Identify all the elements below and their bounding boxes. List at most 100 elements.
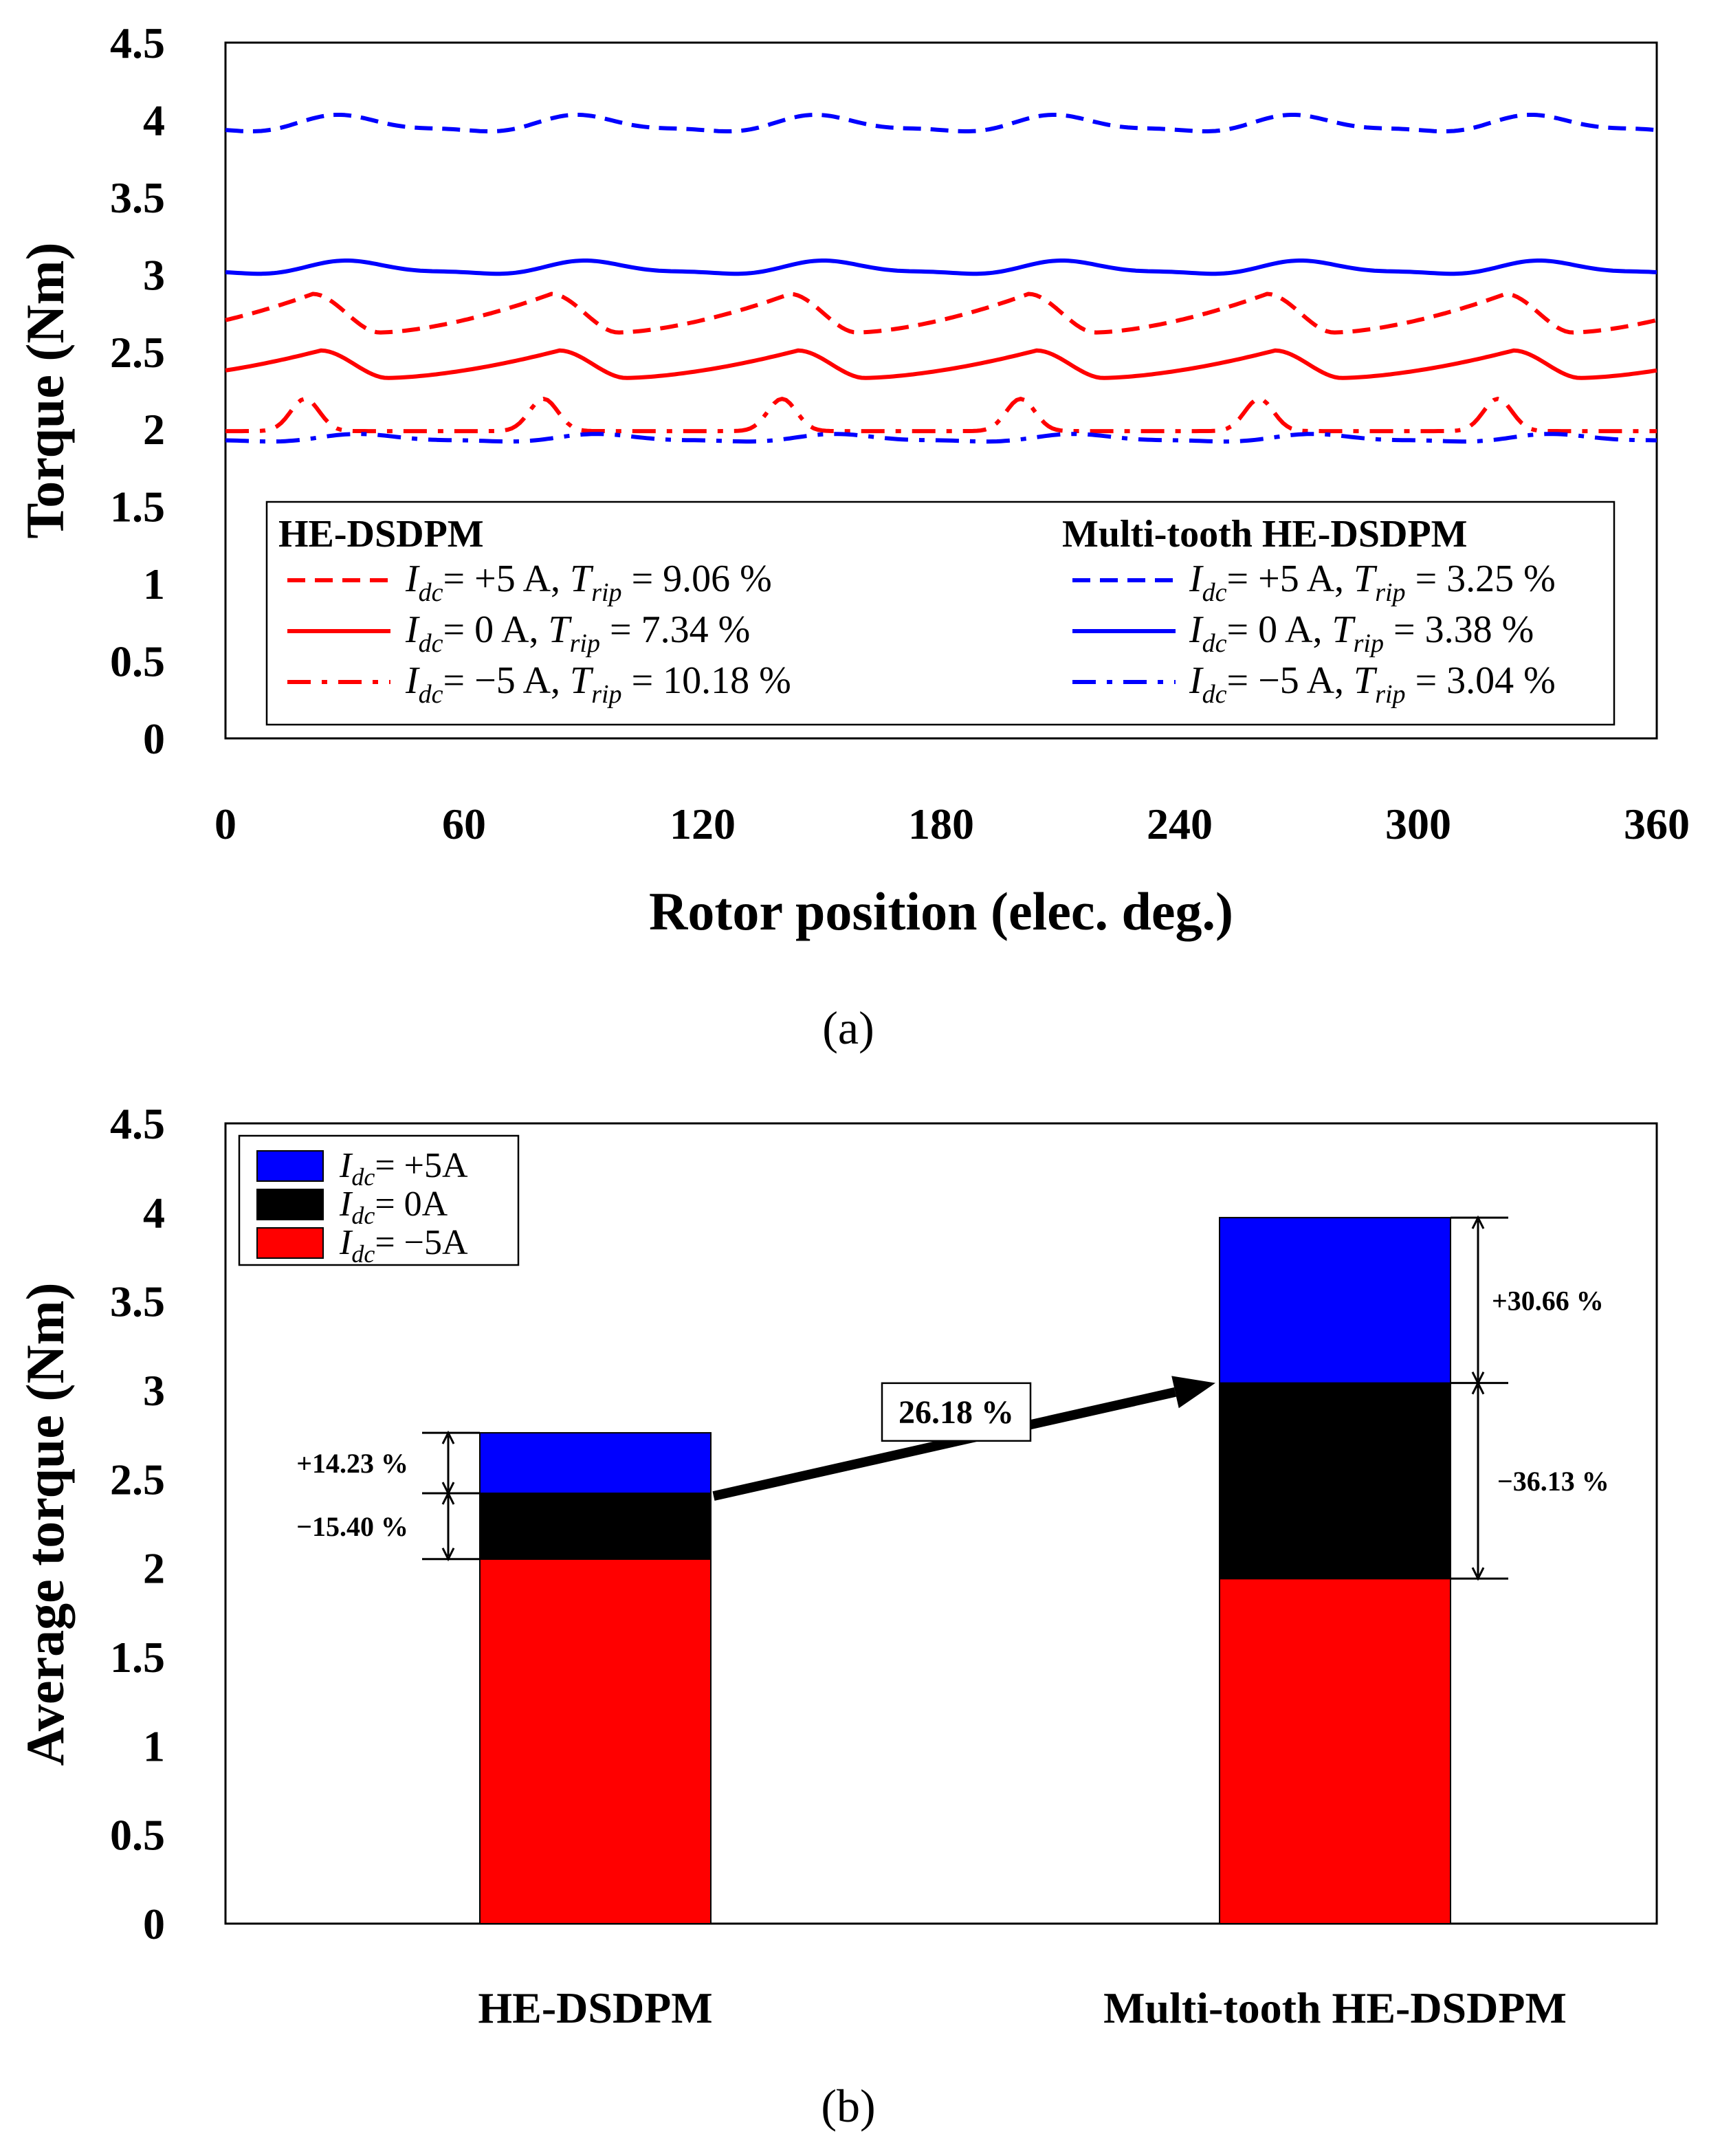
arrow-head (441, 1430, 455, 1444)
y-tick-label: 1.5 (110, 1633, 165, 1682)
legend-idc-symbol: I (1189, 608, 1204, 651)
annotation-mt-lower: −36.13 % (1497, 1466, 1609, 1497)
series-line (225, 258, 1657, 276)
x-tick-label: 60 (442, 800, 486, 848)
line-chart: 00.511.522.533.544.5 0 60 120 180 240 300 360 … (15, 19, 1690, 1054)
arrow-head (441, 1490, 455, 1505)
legend-trip-value: = 9.06 % (622, 558, 772, 600)
legend-idc-sub: dc (419, 629, 443, 658)
bar-segment (1219, 1382, 1451, 1580)
legend-idc-value: = +5 A, (443, 558, 571, 600)
legend-idc-value: = −5 A, (443, 659, 571, 702)
annotation-mt-upper: +30.66 % (1492, 1285, 1604, 1316)
y-tick-label: 1.5 (110, 483, 165, 531)
y-axis-title-a: Torque (Nm) (15, 242, 75, 538)
x-tick-label: 180 (908, 800, 974, 848)
annotation-he-lower: −15.40 % (296, 1511, 408, 1542)
legend-trip-symbol: T (570, 659, 594, 702)
legend-symbol: I (339, 1223, 353, 1262)
legend-value: = +5A (375, 1146, 468, 1185)
y-tick-label: 2.5 (110, 328, 165, 377)
y-tick-label: 0.5 (110, 1811, 165, 1860)
y-tick-label: 3.5 (110, 173, 165, 222)
legend-sub: dc (351, 1202, 375, 1229)
legend-idc-sub: dc (1202, 629, 1227, 658)
arrow-head (1471, 1567, 1485, 1581)
improvement-arrow-head (1171, 1376, 1215, 1409)
legend-trip-symbol: T (570, 558, 594, 600)
y-tick-label: 0.5 (110, 637, 165, 686)
legend-entry: Idc= −5 A, Trip = 3.04 % (1189, 659, 1556, 709)
series-line (225, 397, 1657, 434)
x-tick-label: 120 (670, 800, 736, 848)
annotation-he-upper: +14.23 % (296, 1448, 408, 1479)
y-tick-label: 4.5 (110, 1099, 165, 1148)
legend-entry: Idc= −5 A, Trip = 10.18 % (405, 659, 791, 709)
y-tick-label: 2 (143, 1544, 165, 1593)
series-lines-a (225, 113, 1657, 444)
legend-a: HE-DSDPM Multi-tooth HE-DSDPM Idc= +5 A,… (265, 500, 1616, 726)
series-line (225, 432, 1657, 444)
legend-trip-sub: rip (1375, 578, 1405, 607)
series-line (225, 348, 1657, 380)
category-label: HE-DSDPM (478, 1983, 712, 2032)
legend-idc-symbol: I (405, 659, 420, 702)
bar-segment (479, 1493, 712, 1560)
legend-sub: dc (351, 1240, 375, 1268)
legend-idc-symbol: I (1189, 659, 1204, 702)
legend-symbol: I (339, 1185, 353, 1224)
legend-idc-sub: dc (419, 680, 443, 709)
y-tick-label: 1 (143, 1722, 165, 1770)
y-tick-labels-b: 0 0.5 1 1.5 2 2.5 3 3.5 4 4.5 (110, 1099, 165, 1948)
x-tick-label: 240 (1147, 800, 1213, 848)
dimension-arrow (1471, 1380, 1485, 1581)
y-axis-title-b: Average torque (Nm) (15, 1282, 75, 1766)
y-tick-label: 0 (143, 714, 165, 763)
legend-trip-symbol: T (1354, 659, 1378, 702)
legend-trip-sub: rip (1354, 629, 1384, 658)
legend-trip-sub: rip (570, 629, 600, 658)
y-tick-label: 0 (143, 1900, 165, 1948)
legend-idc-symbol: I (1189, 558, 1204, 600)
series-line (225, 292, 1657, 335)
category-labels-b: HE-DSDPM Multi-tooth HE-DSDPM (478, 1983, 1567, 2032)
legend-box-a (265, 500, 1616, 726)
legend-trip-symbol: T (1354, 558, 1378, 600)
legend-trip-symbol: T (548, 608, 572, 651)
legend-entry: Idc= −5A (339, 1223, 468, 1268)
legend-idc-sub: dc (1202, 680, 1227, 709)
legend-symbol: I (339, 1146, 353, 1185)
bars-b (479, 1217, 1451, 1925)
legend-idc-sub: dc (419, 578, 443, 607)
improvement-label-box (881, 1382, 1032, 1442)
legend-title-right: Multi-tooth HE-DSDPM (1062, 513, 1468, 556)
legend-idc-value: = 0 A, (443, 608, 549, 651)
improvement-label: 26.18 % (898, 1394, 1014, 1431)
x-tick-label: 300 (1385, 800, 1451, 848)
y-tick-label: 2.5 (110, 1455, 165, 1504)
improvement-arrow (712, 1387, 1177, 1501)
legend-entry: Idc= +5A (339, 1146, 468, 1191)
legend-trip-value: = 10.18 % (622, 659, 791, 702)
bar-segment (1219, 1217, 1451, 1384)
y-tick-label: 1 (143, 560, 165, 608)
caption-b: (b) (821, 2080, 875, 2132)
y-tick-label: 2 (143, 405, 165, 454)
y-tick-label: 4 (143, 1188, 165, 1237)
caption-a: (a) (822, 1002, 874, 1054)
legend-idc-value: = +5 A, (1227, 558, 1354, 600)
bar-chart: 0 0.5 1 1.5 2 2.5 3 3.5 4 4.5 HE-DSDPM Multi-tooth… (15, 1099, 1658, 2132)
y-tick-label: 3 (143, 1366, 165, 1415)
legend-entry: Idc= 0 A, Trip = 7.34 % (405, 608, 750, 658)
arrow-head (1471, 1215, 1485, 1229)
legend-trip-sub: rip (1375, 680, 1405, 709)
x-tick-label: 360 (1624, 800, 1690, 848)
x-tick-label: 0 (214, 800, 236, 848)
legend-trip-value: = 3.38 % (1384, 608, 1534, 651)
legend-value: = 0A (375, 1185, 448, 1224)
legend-title-left: HE-DSDPM (278, 513, 484, 556)
legend-trip-sub: rip (591, 578, 621, 607)
dimension-arrow (441, 1490, 455, 1562)
legend-idc-sub: dc (1202, 578, 1227, 607)
